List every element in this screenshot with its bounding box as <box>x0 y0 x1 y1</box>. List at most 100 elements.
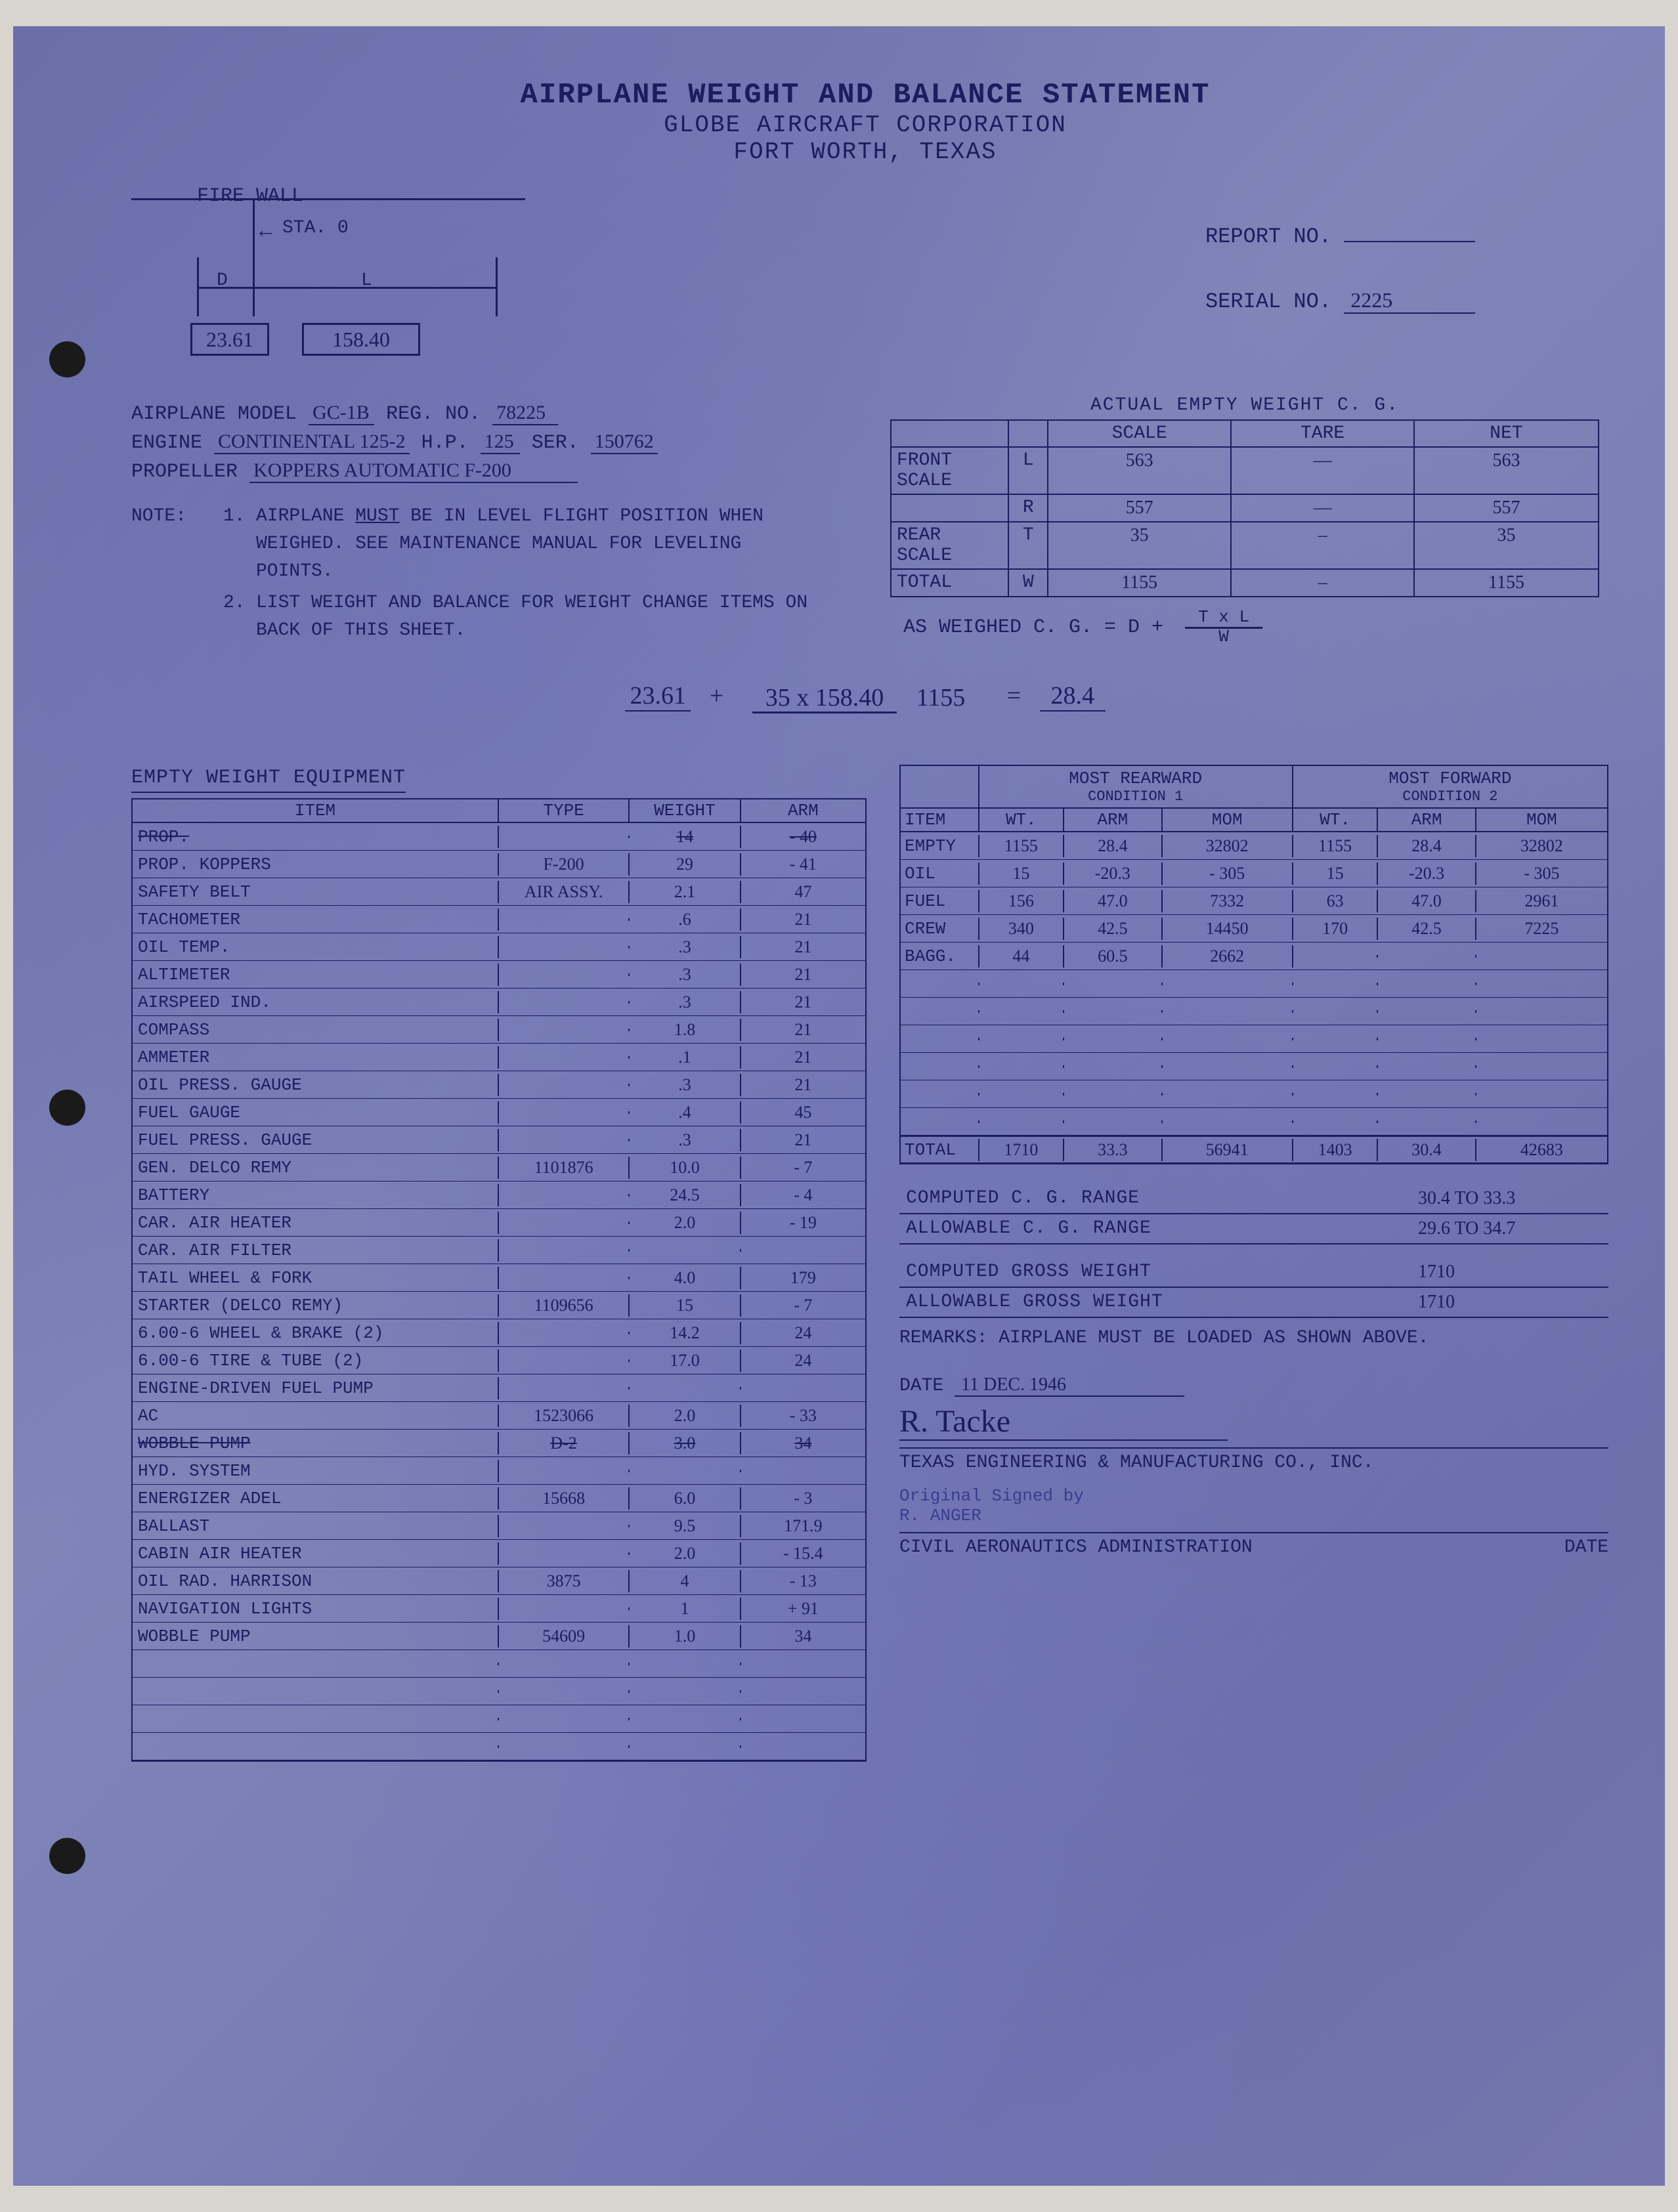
arm1 <box>1064 983 1162 985</box>
hp-value: 125 <box>481 431 520 454</box>
mom1: 7332 <box>1163 890 1293 912</box>
equipment-row: STARTER (DELCO REMY) 1109656 15 - 7 <box>133 1292 865 1319</box>
condition-1-label: CONDITION 1 <box>982 788 1289 805</box>
item-arm <box>741 1249 865 1252</box>
item-arm: - 15.4 <box>741 1542 865 1565</box>
item-name <box>133 1690 499 1693</box>
item-type: 1101876 <box>499 1157 630 1179</box>
cg-computed-label: COMPUTED C. G. RANGE <box>906 1188 1418 1209</box>
note-text: AIRPLANE MUST BE IN LEVEL FLIGHT POSITIO… <box>256 503 821 585</box>
calc-numerator: 35 x 158.40 <box>752 684 897 713</box>
item-type <box>499 1029 630 1031</box>
wt2 <box>1293 1065 1379 1068</box>
equipment-row <box>133 1678 865 1705</box>
equipment-row: OIL PRESS. GAUGE .3 21 <box>133 1071 865 1099</box>
item-name: OIL RAD. HARRISON <box>133 1570 499 1592</box>
arm2 <box>1378 1010 1476 1013</box>
item-weight: .3 <box>630 1074 741 1096</box>
cond-item <box>901 1038 979 1040</box>
equipment-row: AIRSPEED IND. .3 21 <box>133 989 865 1016</box>
item-weight: 4.0 <box>630 1267 741 1289</box>
weight-row: FRONT SCALE L 563 — 563 <box>892 448 1598 495</box>
arm1: 42.5 <box>1064 918 1162 940</box>
net-value: 35 <box>1415 522 1598 568</box>
item-arm: 47 <box>741 881 865 903</box>
arrow-icon: ← <box>259 219 272 244</box>
calc-result: 28.4 <box>1040 681 1106 712</box>
row-sub: W <box>1009 570 1048 596</box>
wt1 <box>979 983 1065 985</box>
item-name: ALTIMETER <box>133 964 499 986</box>
item-weight: 1 <box>630 1598 741 1620</box>
cond-item: EMPTY <box>901 835 979 857</box>
wt1: 1155 <box>979 835 1065 857</box>
arm2 <box>1378 955 1476 958</box>
total-wt2: 1403 <box>1293 1139 1379 1161</box>
item-type <box>499 1277 630 1279</box>
total-label: TOTAL <box>901 1139 979 1161</box>
d-label: D <box>217 270 228 291</box>
item-arm: 34 <box>741 1432 865 1455</box>
arm1 <box>1064 1065 1162 1068</box>
equipment-row: CAR. AIR FILTER <box>133 1237 865 1264</box>
wt1 <box>979 1065 1065 1068</box>
remarks-text: AIRPLANE MUST BE LOADED AS SHOWN ABOVE. <box>999 1328 1429 1348</box>
summary-block: COMPUTED C. G. RANGE 30.4 TO 33.3 ALLOWA… <box>899 1184 1608 1348</box>
page: AIRPLANE WEIGHT AND BALANCE STATEMENT GL… <box>13 26 1665 2186</box>
item-name: BALLAST <box>133 1515 499 1537</box>
item-arm: - 3 <box>741 1487 865 1510</box>
arm2: 28.4 <box>1378 835 1476 857</box>
mom1 <box>1163 1120 1293 1123</box>
col-arm: ARM <box>741 799 865 822</box>
net-value: 1155 <box>1415 570 1598 596</box>
item-weight: 2.1 <box>630 881 741 903</box>
condition-row <box>901 1053 1607 1080</box>
item-weight <box>630 1387 741 1390</box>
arm1 <box>1064 1120 1162 1123</box>
item-type <box>499 1663 630 1665</box>
item-name: CABIN AIR HEATER <box>133 1542 499 1565</box>
report-no-value <box>1344 241 1475 242</box>
serial-no-label: SERIAL NO. <box>1205 289 1331 314</box>
wt2 <box>1293 1038 1379 1040</box>
serial-no-value: 2225 <box>1344 288 1475 314</box>
wt2 <box>1293 955 1379 958</box>
wt1 <box>979 1120 1065 1123</box>
row-label: TOTAL <box>892 570 1009 596</box>
cond-item <box>901 1010 979 1013</box>
note-number: 1. <box>223 503 256 585</box>
item-weight <box>630 1745 741 1748</box>
col-mom: MOM <box>1476 809 1607 831</box>
col-net: NET <box>1415 421 1598 446</box>
item-name: TACHOMETER <box>133 908 499 931</box>
company-line: TEXAS ENGINEERING & MANUFACTURING CO., I… <box>899 1447 1608 1473</box>
equipment-row: FUEL PRESS. GAUGE .3 21 <box>133 1126 865 1154</box>
equipment-row: ENERGIZER ADEL 15668 6.0 - 3 <box>133 1485 865 1512</box>
wt1: 156 <box>979 890 1065 912</box>
item-arm <box>741 1718 865 1720</box>
item-name: HYD. SYSTEM <box>133 1460 499 1482</box>
scale-value: 563 <box>1048 448 1232 494</box>
condition-row: EMPTY 1155 28.4 32802 1155 28.4 32802 <box>901 832 1607 860</box>
tare-value: – <box>1232 522 1415 568</box>
cond-item <box>901 1065 979 1068</box>
item-type <box>499 1111 630 1114</box>
item-name: WOBBLE PUMP <box>133 1625 499 1648</box>
item-weight: 9.5 <box>630 1515 741 1537</box>
l-label: L <box>361 270 372 291</box>
equipment-row: BALLAST 9.5 171.9 <box>133 1512 865 1540</box>
mom2: 7225 <box>1476 918 1607 940</box>
caa-date-label: DATE <box>1564 1537 1608 1558</box>
total-wt1: 1710 <box>979 1139 1065 1161</box>
cond-item: BAGG. <box>901 945 979 968</box>
mom2: - 305 <box>1476 862 1607 885</box>
item-name: GEN. DELCO REMY <box>133 1157 499 1179</box>
mom1: - 305 <box>1163 862 1293 885</box>
item-type: 54609 <box>499 1625 630 1648</box>
item-arm: 21 <box>741 908 865 931</box>
item-type <box>499 1387 630 1390</box>
total-arm1: 33.3 <box>1064 1139 1162 1161</box>
condition-table: MOST REARWARD CONDITION 1 MOST FORWARD C… <box>899 765 1608 1762</box>
wt1: 44 <box>979 945 1065 968</box>
wt1: 340 <box>979 918 1065 940</box>
